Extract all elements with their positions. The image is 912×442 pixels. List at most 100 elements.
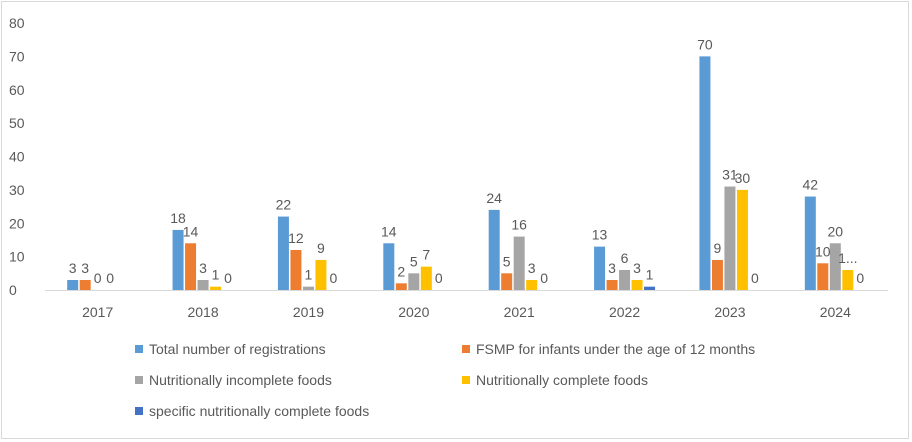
data-label: 14 [381, 223, 397, 239]
legend-swatch [135, 376, 143, 384]
data-label: 1 [646, 267, 654, 283]
bar [711, 259, 723, 290]
bar [619, 269, 631, 290]
data-label: 0 [94, 270, 102, 286]
bar [197, 279, 209, 290]
data-label: 1 [305, 267, 313, 283]
bar [302, 286, 314, 290]
data-label: 30 [735, 170, 751, 186]
legend-swatch [462, 345, 470, 353]
bar [395, 283, 407, 290]
data-label: 3 [199, 260, 207, 276]
data-label: 3 [633, 260, 641, 276]
bars [67, 56, 854, 290]
data-label: 70 [697, 36, 713, 52]
bar [315, 259, 327, 290]
y-tick-label: 30 [9, 182, 25, 198]
data-label: 3 [608, 260, 616, 276]
data-label: 22 [276, 197, 292, 213]
x-tick-label: 2019 [293, 304, 324, 320]
data-label: 18 [170, 210, 186, 226]
y-tick-label: 10 [9, 249, 25, 265]
x-tick-label: 2018 [187, 304, 218, 320]
data-label: 7 [422, 247, 430, 263]
x-tick-label: 2021 [504, 304, 535, 320]
data-label: 0 [751, 270, 759, 286]
y-tick-label: 70 [9, 48, 25, 64]
bar [526, 279, 538, 290]
legend-label: specific nutritionally complete foods [149, 403, 370, 419]
bar [644, 286, 656, 290]
legend-item-nutritionally-incomplete: Nutritionally incomplete foods [135, 372, 332, 388]
data-label: 13 [592, 227, 608, 243]
bar [724, 186, 736, 290]
bar [606, 279, 618, 290]
bar [185, 243, 197, 290]
bar [817, 263, 829, 290]
data-label: 0 [540, 270, 548, 286]
data-label: 0 [224, 270, 232, 286]
x-tick-label: 2023 [714, 304, 745, 320]
bar [631, 279, 643, 290]
legend-label: FSMP for infants under the age of 12 mon… [476, 341, 756, 357]
x-tick-label: 2022 [609, 304, 640, 320]
bar [513, 236, 525, 290]
data-label: 3 [81, 260, 89, 276]
bar [277, 216, 289, 290]
data-label: 1 [212, 267, 220, 283]
x-tick-label: 2024 [820, 304, 851, 320]
data-label: 6 [621, 250, 629, 266]
y-tick-label: 60 [9, 82, 25, 98]
legend-swatch [462, 376, 470, 384]
legend-label: Nutritionally complete foods [476, 372, 648, 388]
bar [79, 279, 91, 290]
bar [488, 209, 500, 290]
bar [172, 229, 184, 290]
bar [290, 249, 302, 290]
bar [736, 189, 748, 290]
data-label: 14 [183, 223, 199, 239]
data-label: 0 [106, 270, 114, 286]
bar [804, 196, 816, 290]
bar [842, 269, 854, 290]
data-label: 1... [838, 250, 857, 266]
y-tick-label: 80 [9, 15, 25, 31]
legend-item-fsmp-infants: FSMP for infants under the age of 12 mon… [462, 341, 755, 357]
legend-swatch [135, 345, 143, 353]
data-label: 10 [815, 243, 831, 259]
data-label: 31 [722, 167, 738, 183]
bar [829, 243, 841, 290]
bar [408, 273, 420, 290]
bar [420, 266, 432, 290]
data-label: 9 [714, 240, 722, 256]
data-label: 5 [503, 253, 511, 269]
x-axis: 2017 2018 2019 2020 2021 2022 2023 2024 [82, 304, 851, 320]
bar [501, 273, 513, 290]
data-label: 5 [410, 253, 418, 269]
legend-item-total-registrations: Total number of registrations [135, 341, 326, 357]
bar [210, 286, 222, 290]
data-label: 0 [435, 270, 443, 286]
y-tick-label: 40 [9, 149, 25, 165]
data-label: 9 [317, 240, 325, 256]
data-label: 3 [528, 260, 536, 276]
legend-swatch [135, 407, 143, 415]
legend-label: Nutritionally incomplete foods [149, 372, 332, 388]
data-label: 42 [803, 177, 819, 193]
y-tick-label: 0 [9, 282, 17, 298]
data-label: 2 [397, 263, 405, 279]
data-label: 20 [828, 223, 844, 239]
data-label: 0 [856, 270, 864, 286]
bar [699, 56, 711, 290]
data-label: 3 [69, 260, 77, 276]
data-label: 24 [486, 190, 502, 206]
x-tick-label: 2017 [82, 304, 113, 320]
y-tick-label: 50 [9, 115, 25, 131]
bar [67, 279, 79, 290]
y-axis: 0 10 20 30 40 50 60 70 80 [9, 15, 25, 298]
x-tick-label: 2020 [398, 304, 429, 320]
y-tick-label: 20 [9, 215, 25, 231]
